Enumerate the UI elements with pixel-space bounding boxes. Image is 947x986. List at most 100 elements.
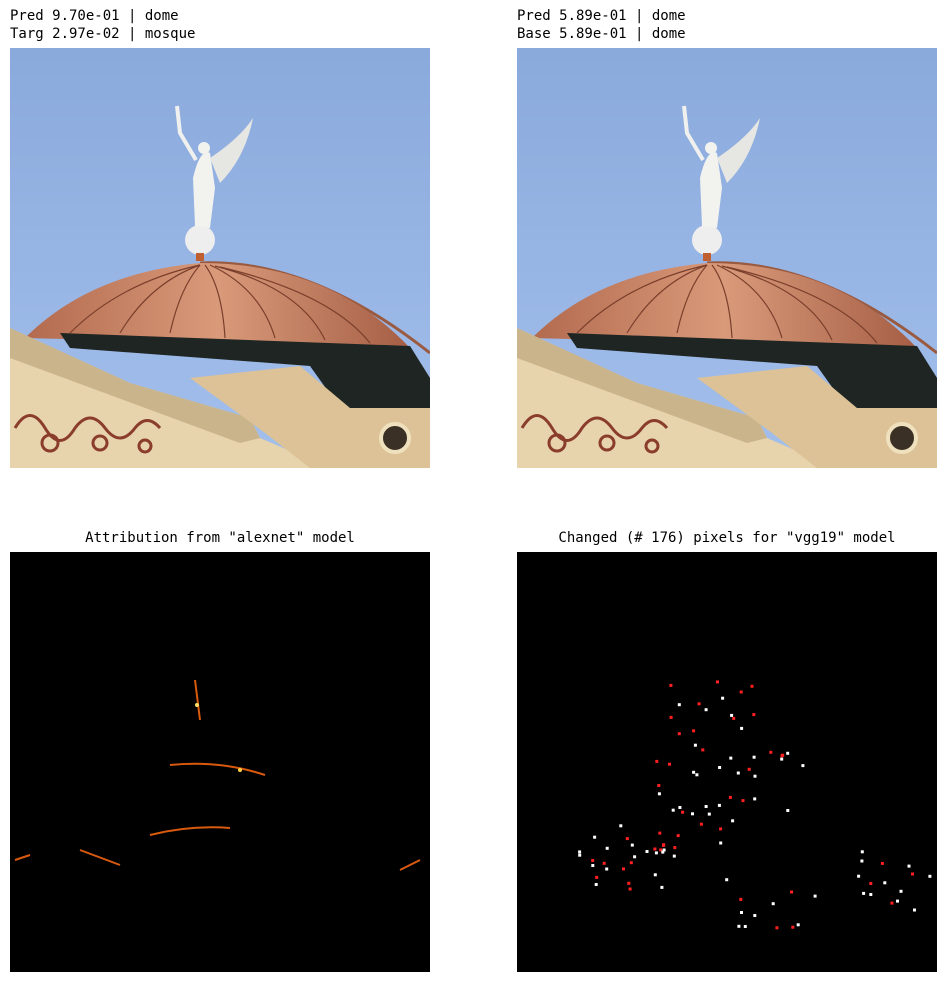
changed-pixel: [911, 872, 914, 876]
changed-pixel: [860, 859, 864, 863]
changed-pixel: [740, 726, 744, 730]
changed-pixel: [736, 771, 740, 775]
changed-pixel: [728, 795, 732, 799]
changed-pixel: [786, 809, 790, 812]
changed-pixel: [780, 757, 784, 761]
changed-pixel: [697, 702, 701, 706]
changed-pixel: [791, 925, 795, 929]
changed-pixel: [869, 882, 873, 885]
changed-pixel: [752, 755, 756, 759]
changed-pixel: [677, 703, 681, 707]
changed-pixel: [627, 881, 631, 885]
changed-pixel: [633, 855, 637, 859]
changed-pixel: [625, 837, 629, 841]
image: [517, 48, 937, 468]
changed-pixel: [602, 861, 606, 865]
attribution-map: [10, 552, 430, 972]
changed-pixel: [786, 751, 790, 755]
changed-pixel: [730, 713, 734, 717]
changed-pixel: [732, 716, 736, 720]
changed-pixel: [883, 881, 887, 885]
changed-pixel: [619, 824, 623, 828]
changed-pixel: [913, 908, 916, 912]
changed-pixel: [605, 846, 609, 850]
changed-pixel: [628, 887, 632, 891]
changed-pixel: [813, 894, 817, 898]
changed-pixel: [752, 713, 756, 717]
changed-pixel: [731, 819, 735, 823]
changed-pixel: [668, 762, 671, 766]
panel-title: Changed (# 176) pixels for "vgg19" model: [558, 530, 895, 546]
changed-pixel: [753, 774, 757, 778]
changed-pixel: [594, 883, 598, 886]
changed-pixel: [622, 867, 625, 871]
panel-title: Pred 9.70e-01 | dome: [10, 8, 179, 24]
changed-pixel: [790, 890, 794, 894]
changed-pixel: [717, 803, 721, 807]
changed-pixel: [695, 773, 699, 777]
changed-pixel: [750, 684, 754, 688]
changed-pixel: [704, 805, 708, 808]
changed-pixel: [630, 843, 634, 847]
changed-pixel: [662, 843, 666, 847]
changed-pixel: [659, 848, 663, 852]
changed-pixel: [739, 690, 743, 694]
changed-pixel: [629, 861, 633, 865]
changed-pixel: [578, 853, 582, 857]
changed-pixel: [691, 812, 694, 816]
changed-pixels: [517, 552, 942, 972]
changed-pixel: [677, 732, 681, 736]
changed-pixel: [669, 683, 673, 687]
changed-pixel: [704, 708, 708, 712]
changed-pixel: [938, 854, 942, 858]
changed-pixel: [699, 822, 703, 826]
changed-pixel: [747, 767, 751, 771]
changed-pixel: [671, 808, 675, 812]
changed-pixel: [655, 759, 659, 763]
changed-pixel: [672, 854, 676, 858]
changed-pixel: [860, 850, 864, 854]
changed-pixel: [781, 753, 785, 757]
changed-pixel: [869, 893, 873, 896]
changed-pixel: [737, 924, 741, 928]
changed-pixel: [653, 873, 657, 877]
changed-pixel: [678, 806, 682, 809]
changed-pixel: [593, 835, 597, 839]
changed-pixel: [753, 797, 757, 801]
changed-pixel: [669, 715, 673, 719]
changed-pixel: [681, 810, 685, 814]
changed-pixel: [890, 901, 894, 905]
changed-pixel: [719, 841, 723, 845]
changed-pixel: [591, 859, 595, 862]
changed-pixel: [862, 891, 866, 895]
changed-pixel: [661, 850, 665, 854]
changed-pixel: [662, 848, 666, 852]
changed-pixel: [692, 729, 696, 733]
changed-pixel: [721, 696, 725, 700]
changed-pixel: [653, 847, 657, 851]
changed-pixel: [591, 864, 595, 867]
changed-pixel: [771, 902, 775, 906]
changed-pixel: [729, 756, 733, 760]
changed-pixel: [801, 764, 805, 768]
changed-pixel: [739, 897, 743, 901]
changed-pixel: [753, 914, 757, 917]
changed-pixel: [718, 766, 722, 769]
changed-pixel: [740, 911, 743, 914]
changed-pixel: [725, 878, 729, 882]
changed-pixel: [645, 850, 649, 853]
changed-pixel: [907, 864, 911, 868]
changed-pixel: [692, 770, 696, 774]
changed-pixel: [796, 923, 800, 927]
changed-pixel: [658, 831, 662, 835]
changed-pixel: [880, 861, 884, 865]
changed-pixel: [676, 834, 680, 838]
changed-pixel: [595, 875, 599, 879]
changed-pixel: [605, 867, 609, 871]
changed-pixel: [693, 743, 697, 747]
panel-title: Pred 5.89e-01 | dome: [517, 8, 686, 24]
changed-pixel: [775, 926, 779, 930]
panel-title: Base 5.89e-01 | dome: [517, 26, 686, 42]
